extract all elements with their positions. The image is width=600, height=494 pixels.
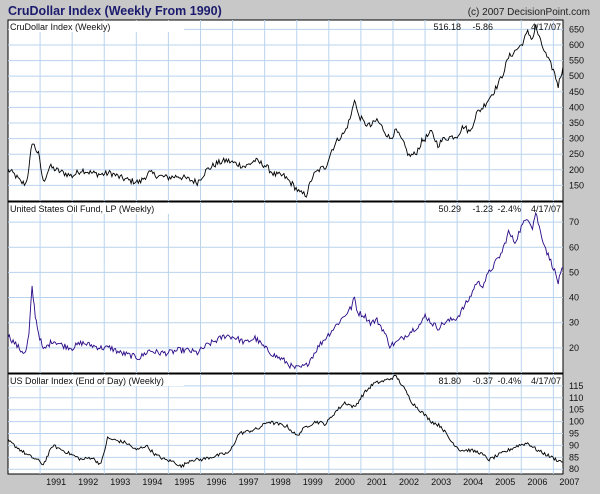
readout-change: -1.23 [472,204,493,214]
y-tick-label: 450 [569,87,584,97]
readout-change: -0.37 [472,376,493,386]
x-tick-label: 2002 [399,477,419,487]
y-tick-label: 350 [569,118,584,128]
x-tick-label: 1994 [142,477,162,487]
y-tick-label: 70 [569,217,579,227]
panel-1: 150 200 250 300 350 400 450 500 550 600 650 CruDoll… [7,19,584,202]
y-tick-label: 30 [569,318,579,328]
y-tick-label: 90 [569,440,579,450]
y-tick-label: 200 [569,165,584,175]
panel-title: CruDollar Index (Weekly) [10,22,110,32]
y-tick-label: 85 [569,452,579,462]
y-tick-label: 500 [569,71,584,81]
readout-date: 4/17/07 [531,204,561,214]
readout-value: 516.18 [433,22,461,32]
y-tick-label: 80 [569,464,579,474]
x-tick-label: 2007 [559,477,579,487]
x-tick-label: 1996 [207,477,227,487]
y-tick-label: 550 [569,56,584,66]
panel-2: 20 30 40 50 60 70 United States Oil Fund, LP (… [7,201,579,374]
panel-title-backing [9,203,184,214]
y-tick-label: 115 [569,381,583,391]
series-line [7,211,564,370]
y-tick-label: 100 [569,417,584,427]
readout-change: -5.86 [472,22,493,32]
readout-date: 4/17/07 [531,22,561,32]
series-line [7,24,564,198]
y-tick-label: 95 [569,429,579,439]
series-line [7,374,563,469]
x-tick-label: 2006 [527,477,547,487]
x-tick-label: 2004 [463,477,483,487]
x-tick-label: 2005 [495,477,515,487]
panel-plot-area [7,201,564,374]
y-tick-label: 400 [569,102,584,112]
x-tick-label: 1999 [303,477,323,487]
y-tick-label: 650 [569,24,584,34]
panel-title: US Dollar Index (End of Day) (Weekly) [10,376,164,386]
readout-value: 81.80 [438,376,461,386]
panel-title-backing [9,375,184,386]
readout-value: 50.29 [438,204,461,214]
y-tick-label: 60 [569,242,579,252]
x-tick-label: 2003 [431,477,451,487]
x-tick-label: 1995 [174,477,194,487]
x-tick-label: 1993 [110,477,130,487]
y-tick-label: 20 [569,343,579,353]
x-axis: 1991 1992 1993 1994 1995 1996 1997 1998 1999 2000… [46,477,579,487]
panels-group: 150 200 250 300 350 400 450 500 550 600 650 CruDoll… [7,19,584,475]
y-tick-label: 50 [569,267,579,277]
x-tick-label: 1992 [78,477,98,487]
panel-plot-area [7,19,564,202]
panel-title: United States Oil Fund, LP (Weekly) [10,204,154,214]
copyright-text: (c) 2007 DecisionPoint.com [468,7,590,18]
y-tick-label: 40 [569,293,579,303]
y-tick-label: 600 [569,40,584,50]
y-tick-label: 250 [569,149,584,159]
readout-pct: -0.4% [497,376,521,386]
y-tick-label: 110 [569,393,583,403]
panel-title-backing [9,21,184,32]
y-tick-label: 150 [569,180,584,190]
x-tick-label: 2000 [335,477,355,487]
y-tick-label: 105 [569,405,584,415]
y-tick-label: 300 [569,134,584,144]
x-tick-label: 1998 [271,477,291,487]
readout-pct: -2.4% [497,204,521,214]
chart-title: CruDollar Index (Weekly From 1990) [8,4,222,18]
x-tick-label: 1991 [46,477,66,487]
readout-date: 4/17/07 [531,376,561,386]
x-tick-label: 2001 [367,477,387,487]
x-tick-label: 1997 [239,477,259,487]
